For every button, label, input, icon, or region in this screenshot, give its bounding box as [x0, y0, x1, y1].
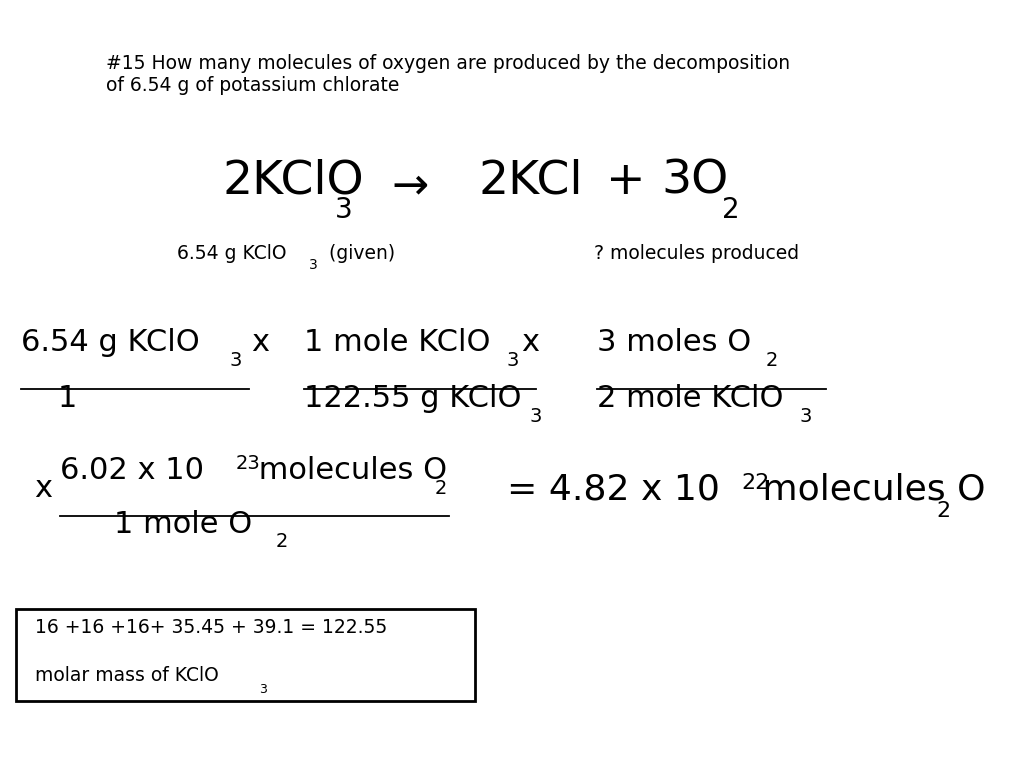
- Text: 2: 2: [275, 532, 288, 551]
- Text: molecules O: molecules O: [752, 473, 986, 507]
- Text: 3: 3: [800, 407, 812, 426]
- Text: 3: 3: [259, 683, 266, 696]
- Text: x: x: [34, 474, 52, 503]
- Text: 2: 2: [937, 501, 951, 521]
- Text: 6.54 g KClO: 6.54 g KClO: [22, 328, 200, 357]
- Text: 1 mole O: 1 mole O: [114, 510, 252, 539]
- Text: 3: 3: [506, 351, 518, 370]
- Text: 6.02 x 10: 6.02 x 10: [59, 456, 204, 485]
- Text: →: →: [391, 164, 428, 207]
- Text: 2: 2: [434, 478, 446, 498]
- Text: 23: 23: [236, 454, 260, 473]
- Text: 2: 2: [722, 197, 740, 224]
- Text: = 4.82 x 10: = 4.82 x 10: [507, 473, 720, 507]
- Text: x: x: [521, 328, 540, 357]
- Text: 3O: 3O: [662, 158, 729, 204]
- Text: 122.55 g KClO: 122.55 g KClO: [304, 384, 521, 413]
- Text: 1: 1: [58, 384, 78, 413]
- Text: 3: 3: [335, 197, 353, 224]
- Text: 2KClO: 2KClO: [222, 158, 364, 204]
- Text: 2 mole KClO: 2 mole KClO: [597, 384, 783, 413]
- Text: x: x: [251, 328, 269, 357]
- Text: molar mass of KClO: molar mass of KClO: [35, 666, 218, 685]
- Text: molecules O: molecules O: [249, 456, 447, 485]
- Text: (given): (given): [316, 243, 395, 263]
- Text: +: +: [606, 158, 646, 204]
- Text: 3: 3: [309, 258, 317, 272]
- Text: 1 mole KClO: 1 mole KClO: [304, 328, 490, 357]
- Text: 2KCl: 2KCl: [478, 158, 583, 204]
- Text: 6.54 g KClO: 6.54 g KClO: [177, 243, 287, 263]
- Text: #15 How many molecules of oxygen are produced by the decomposition
of 6.54 g of : #15 How many molecules of oxygen are pro…: [106, 54, 791, 94]
- FancyBboxPatch shape: [16, 609, 475, 701]
- Text: 3: 3: [229, 351, 243, 370]
- Text: 16 +16 +16+ 35.45 + 39.1 = 122.55: 16 +16 +16+ 35.45 + 39.1 = 122.55: [35, 618, 387, 637]
- Text: 3: 3: [529, 407, 542, 426]
- Text: 2: 2: [766, 351, 778, 370]
- Text: 3 moles O: 3 moles O: [597, 328, 751, 357]
- Text: ? molecules produced: ? molecules produced: [594, 243, 799, 263]
- Text: 22: 22: [741, 473, 770, 493]
